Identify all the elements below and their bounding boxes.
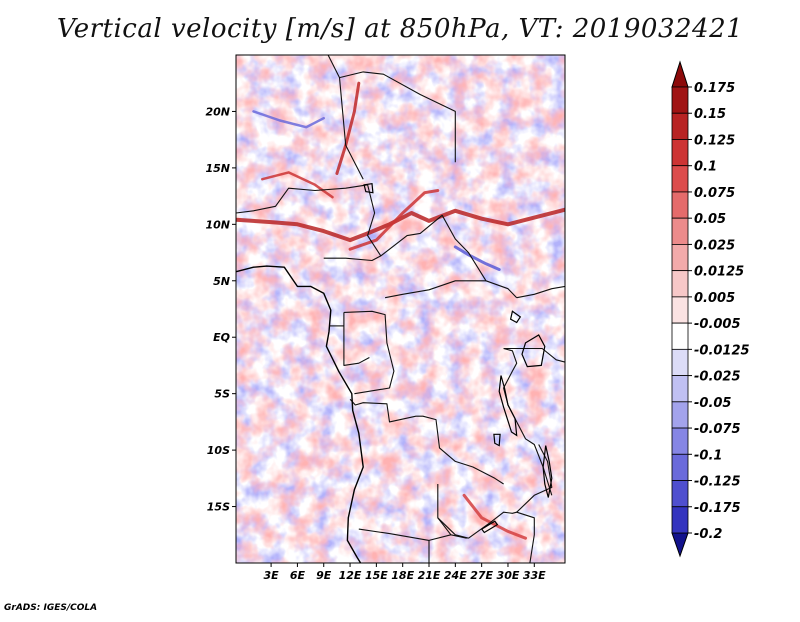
lat-tick-label: 5S [214, 388, 230, 401]
colorbar-swatch [671, 453, 689, 481]
map-title: Vertical velocity [m/s] at 850hPa, VT: 2… [56, 14, 744, 44]
colorbar-label: 0.075 [694, 186, 735, 201]
colorbar-swatch [671, 217, 689, 245]
field-band-3 [261, 171, 334, 199]
lake-outline-5 [480, 520, 499, 534]
country-boundary-6 [343, 310, 395, 395]
colorbar-top-arrow [671, 60, 689, 88]
country-boundary-1 [338, 77, 364, 180]
colorbar-label: -0.05 [694, 396, 731, 411]
field-band-6 [252, 110, 325, 129]
lat-tick-label: 5N [213, 275, 230, 288]
colorbar-swatch [671, 348, 689, 376]
colorbar-label: -0.125 [694, 475, 741, 490]
field-band-1 [348, 189, 440, 251]
colorbar-swatch [671, 112, 689, 140]
country-boundary-5 [384, 280, 486, 299]
country-boundary-4 [323, 255, 382, 262]
map-frame [235, 54, 566, 564]
lon-tick-label: 18E [391, 569, 414, 582]
colorbar-label: -0.075 [694, 422, 741, 437]
lat-tick-label: 15S [207, 501, 230, 514]
colorbar-swatch [671, 506, 689, 534]
map-plot-area [235, 54, 566, 564]
field-band-2 [335, 81, 361, 175]
lake-outline-4 [363, 183, 374, 194]
grads-credit: GrADS: IGES/COLA [4, 603, 98, 613]
colorbar-label: -0.2 [694, 527, 722, 542]
lat-tick-label: 10N [205, 218, 230, 231]
lake-outline-0 [521, 334, 546, 368]
colorbar-label: 0.175 [694, 81, 735, 96]
colorbar-swatch [671, 401, 689, 429]
field-band-5 [453, 245, 501, 271]
country-boundary-10 [437, 484, 469, 539]
geographic-lines [236, 55, 565, 563]
colorbar-label: 0.0125 [694, 265, 744, 280]
lon-tick-label: 21E [418, 569, 441, 582]
colorbar-bottom-arrow [671, 532, 689, 558]
colorbar-swatch [671, 375, 689, 403]
lon-tick-label: 33E [523, 569, 546, 582]
lake-outline-2 [542, 445, 553, 498]
lon-tick-label: 12E [339, 569, 362, 582]
colorbar-label: -0.1 [694, 448, 722, 463]
lon-tick-label: 24E [444, 569, 467, 582]
colorbar-label: -0.025 [694, 370, 741, 385]
colorbar-swatch [671, 427, 689, 455]
lat-tick-label: EQ [213, 331, 230, 344]
country-boundary-9 [349, 398, 504, 485]
lat-tick-label: 15N [205, 162, 230, 175]
colorbar-label: 0.005 [694, 291, 735, 306]
colorbar-swatch [671, 165, 689, 193]
longitude-axis: 3E 6E 9E 12E 15E 18E 21E 24E 27E 30E 33E [264, 563, 546, 582]
colorbar-swatch [671, 296, 689, 324]
velocity-field-bands [236, 81, 565, 540]
country-boundary-18 [437, 517, 467, 539]
colorbar-label: 0.05 [694, 212, 726, 227]
field-band-0 [236, 207, 565, 243]
field-band-4 [462, 493, 527, 540]
lon-tick-label: 6E [290, 569, 306, 582]
lon-tick-label: 27E [470, 569, 493, 582]
colorbar: 0.175 0.15 0.125 0.1 0.075 0.05 0.025 0.0125 0.0… [671, 60, 750, 558]
colorbar-swatch [671, 86, 689, 114]
country-boundary-16 [516, 444, 553, 563]
country-boundary-11 [358, 528, 452, 541]
lat-tick-label: 10S [207, 444, 230, 457]
country-boundary-15 [503, 347, 565, 363]
colorbar-swatch [671, 322, 689, 350]
coastline [236, 265, 364, 563]
colorbar-label: 0.15 [694, 107, 726, 122]
colorbar-label: -0.175 [694, 501, 741, 516]
colorbar-label: 0.125 [694, 133, 735, 148]
colorbar-swatch [671, 270, 689, 298]
lake-outline-3 [509, 310, 522, 324]
lon-tick-label: 3E [264, 569, 280, 582]
country-boundary-14 [516, 285, 565, 299]
latitude-axis: 20N 15N 10N 5N EQ 5S 10S 15S [205, 105, 236, 514]
lake-outline-6 [493, 433, 501, 447]
colorbar-swatch [671, 191, 689, 219]
colorbar-label: -0.005 [694, 317, 741, 332]
colorbar-label: 0.1 [694, 160, 717, 175]
colorbar-label: 0.025 [694, 238, 735, 253]
velocity-field-texture [236, 55, 565, 563]
lake-outline-1 [498, 375, 518, 437]
lon-tick-label: 15E [365, 569, 388, 582]
colorbar-label: -0.0125 [694, 343, 750, 358]
lon-tick-label: 9E [316, 569, 332, 582]
lon-tick-label: 30E [497, 569, 520, 582]
country-boundary-3 [236, 184, 368, 214]
country-boundary-7 [343, 312, 370, 366]
lat-tick-label: 20N [205, 105, 230, 118]
colorbar-swatch [671, 244, 689, 272]
colorbar-swatch [671, 139, 689, 167]
colorbar-swatch [671, 480, 689, 508]
